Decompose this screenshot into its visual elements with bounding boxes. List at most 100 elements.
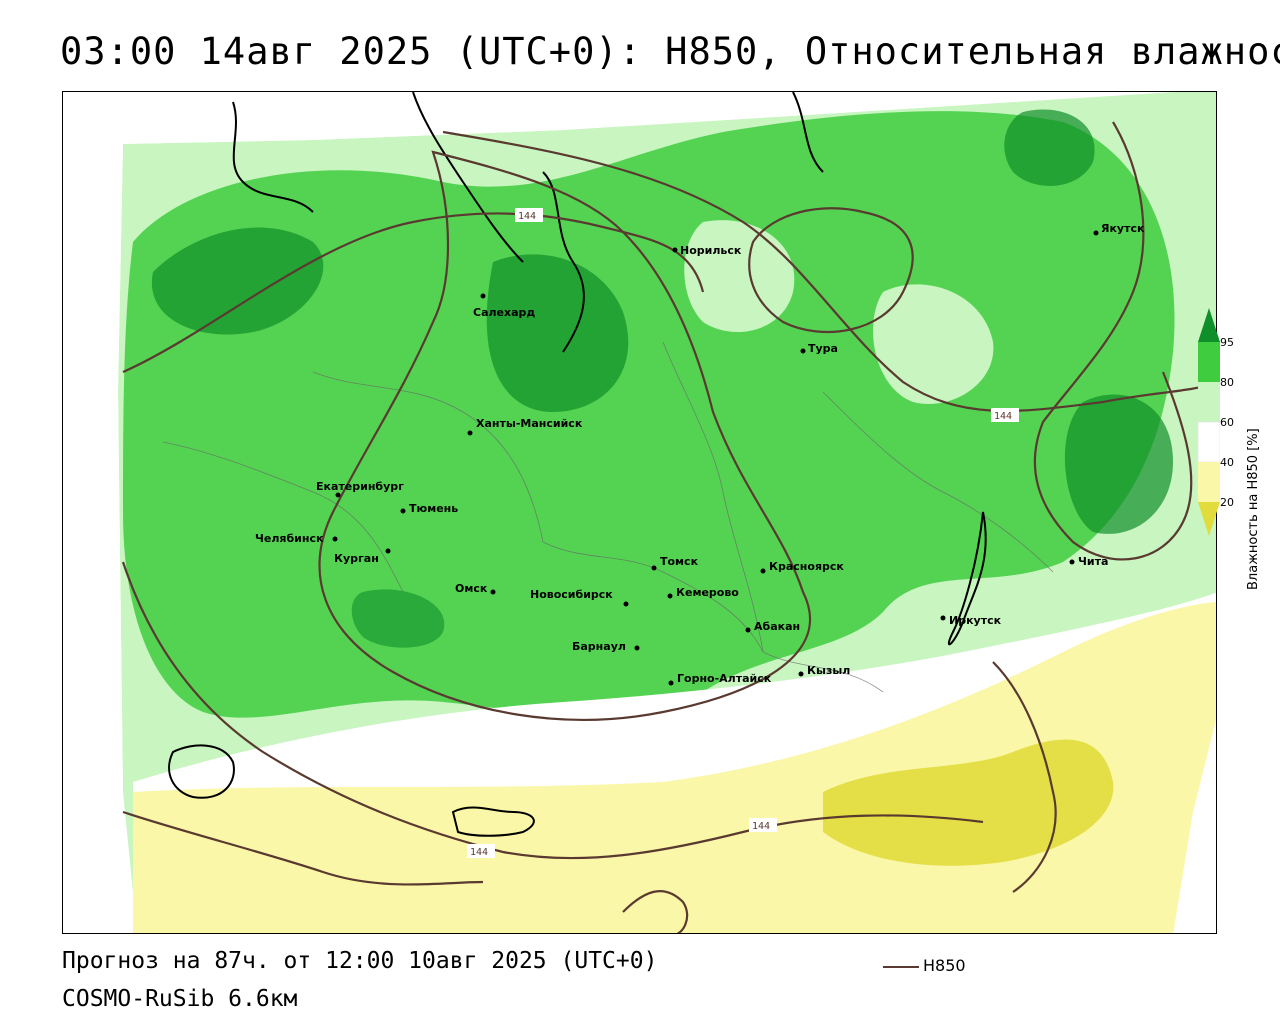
- city-marker[interactable]: Тура: [800, 342, 838, 355]
- colorbar-tick: 60: [1220, 416, 1234, 429]
- colorbar-bin: [1198, 462, 1220, 502]
- city-marker[interactable]: Кемерово: [667, 586, 740, 599]
- city-marker[interactable]: Норильск: [672, 244, 742, 257]
- city-label: Горно-Алтайск: [677, 672, 772, 685]
- city-label: Салехард: [473, 306, 535, 319]
- humidity-zone-95: [486, 254, 629, 412]
- humidity-zone-60: [684, 220, 795, 332]
- city-label: Кемерово: [676, 586, 739, 599]
- city-label: Барнаул: [572, 640, 626, 653]
- forecast-info: Прогноз на 87ч. от 12:00 10авг 2025 (UTC…: [62, 948, 658, 974]
- humidity-zone-95: [351, 589, 445, 648]
- colorbar-bin: [1198, 342, 1220, 382]
- map-panel[interactable]: 144 144 144 144 Норильск Якутск Салехард…: [62, 91, 1217, 934]
- city-dot: [623, 601, 629, 607]
- city-marker[interactable]: Салехард: [473, 293, 535, 320]
- colorbar-arrow-top: [1198, 308, 1220, 342]
- model-name: COSMO-RuSib 6.6км: [62, 986, 298, 1012]
- city-label: Курган: [334, 552, 379, 565]
- colorbar-title: Влажность на H850 [%]: [1246, 428, 1261, 590]
- city-marker[interactable]: Омск: [455, 582, 496, 595]
- city-dot: [1093, 230, 1099, 236]
- city-dot: [800, 348, 806, 354]
- colorbar-scale: [1198, 308, 1220, 536]
- city-marker[interactable]: Чита: [1069, 555, 1109, 568]
- city-marker[interactable]: Барнаул: [572, 640, 640, 653]
- city-label: Тура: [808, 342, 838, 355]
- city-dot: [667, 593, 673, 599]
- city-marker[interactable]: Горно-Алтайск: [668, 672, 772, 686]
- colorbar-tick: 95: [1220, 336, 1234, 349]
- city-label: Красноярск: [769, 560, 844, 573]
- city-label: Норильск: [680, 244, 742, 257]
- city-marker[interactable]: Иркутск: [940, 614, 1002, 627]
- city-dot: [490, 589, 496, 595]
- contour-label: 144: [470, 847, 488, 858]
- humidity-zone-95: [1064, 394, 1173, 534]
- map-title: 03:00 14авг 2025 (UTC+0): H850, Относите…: [60, 30, 1280, 73]
- city-label: Омск: [455, 582, 488, 595]
- humidity-zone-95: [151, 227, 324, 335]
- city-dot: [634, 645, 640, 651]
- city-marker[interactable]: Курган: [334, 548, 391, 566]
- city-marker[interactable]: Якутск: [1093, 222, 1146, 236]
- colorbar-tick: 40: [1220, 456, 1234, 469]
- humidity-zone-95: [1004, 109, 1095, 186]
- city-dot: [385, 548, 391, 554]
- contour-label: 144: [518, 211, 536, 222]
- city-dot: [940, 615, 946, 621]
- city-marker[interactable]: Кызыл: [798, 664, 851, 677]
- colorbar-tick: 80: [1220, 376, 1234, 389]
- city-marker[interactable]: Томск: [651, 555, 699, 571]
- city-label: Тюмень: [409, 502, 458, 515]
- h850-contours: [121, 121, 1216, 933]
- city-label: Челябинск: [255, 532, 324, 545]
- city-dot: [668, 680, 674, 686]
- city-marker[interactable]: Ханты-Мансийск: [467, 417, 583, 436]
- city-label: Иркутск: [949, 614, 1002, 627]
- city-label: Новосибирск: [530, 588, 613, 601]
- city-marker[interactable]: Екатеринбург: [316, 480, 404, 498]
- city-dot: [335, 492, 341, 498]
- city-label: Томск: [660, 555, 699, 568]
- city-dot: [760, 568, 766, 574]
- city-label: Чита: [1078, 555, 1108, 568]
- city-label: Екатеринбург: [316, 480, 404, 493]
- city-dot: [672, 247, 678, 253]
- city-dot: [480, 293, 486, 299]
- contour-labels: 144 144 144 144: [467, 208, 1019, 858]
- city-marker[interactable]: Абакан: [745, 620, 801, 633]
- colorbar-tick: 20: [1220, 496, 1234, 509]
- humidity-zone-60: [873, 284, 994, 404]
- city-dot: [745, 627, 751, 633]
- city-dot: [332, 536, 338, 542]
- contour-label: 144: [994, 411, 1012, 422]
- contour-label: 144: [752, 821, 770, 832]
- admin-boundaries: [162, 341, 1054, 693]
- contour-legend: H850: [883, 956, 966, 975]
- contour-legend-label: H850: [923, 956, 966, 975]
- outside-domain: [1173, 720, 1216, 933]
- city-marker[interactable]: Тюмень: [400, 502, 459, 515]
- city-dot: [798, 671, 804, 677]
- humidity-map: 144 144 144 144 Норильск Якутск Салехард…: [63, 92, 1216, 933]
- city-label: Кызыл: [807, 664, 850, 677]
- coastlines: [168, 92, 987, 837]
- humidity-colorbar: 95 80 60 40 20: [1198, 308, 1268, 578]
- contour-legend-swatch: [883, 965, 919, 968]
- city-marker[interactable]: Новосибирск: [530, 588, 629, 607]
- city-label: Абакан: [754, 620, 800, 633]
- city-dot: [400, 508, 406, 514]
- colorbar-arrow-bottom: [1198, 502, 1220, 536]
- colorbar-bin: [1198, 421, 1220, 463]
- city-dot: [1069, 559, 1075, 565]
- cities: Норильск Якутск Салехард Тура Ханты-Манс…: [255, 222, 1145, 686]
- city-marker[interactable]: Челябинск: [255, 532, 338, 545]
- city-dot: [651, 565, 657, 571]
- city-label: Ханты-Мансийск: [476, 417, 583, 430]
- city-label: Якутск: [1101, 222, 1145, 235]
- city-marker[interactable]: Красноярск: [760, 560, 845, 574]
- humidity-zone-very-dry: [823, 739, 1114, 866]
- city-dot: [467, 430, 473, 436]
- colorbar-bin: [1198, 382, 1220, 422]
